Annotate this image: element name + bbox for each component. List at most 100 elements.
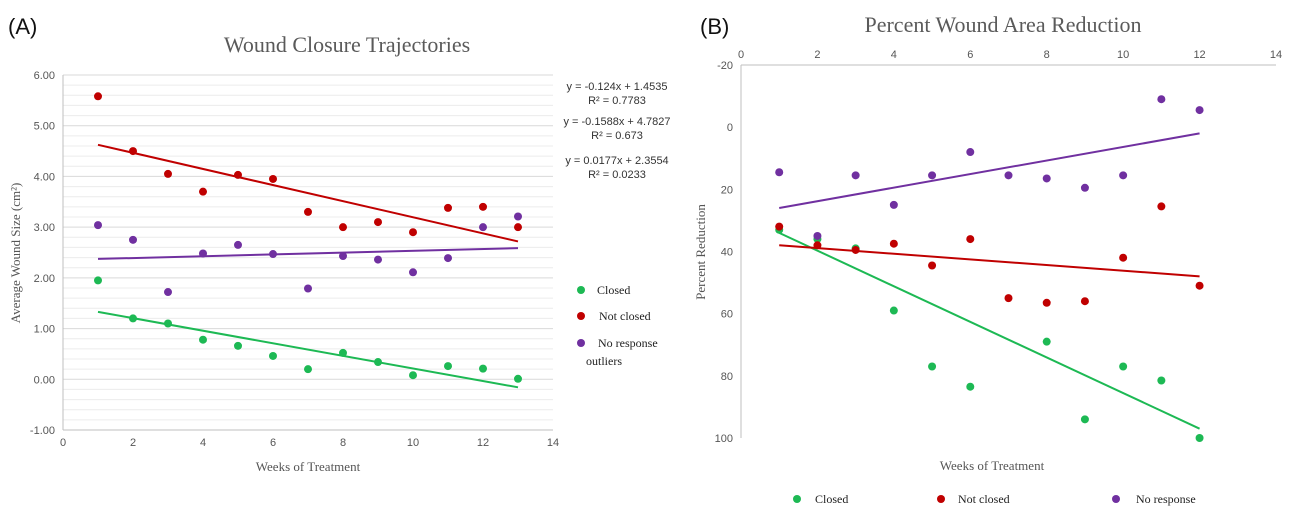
legend-a-notclosed-marker [577, 312, 585, 320]
equation-1: y = -0.124x + 1.4535 [567, 81, 668, 93]
point-closed [304, 365, 312, 374]
point-closed [164, 319, 172, 328]
point-no-response [775, 168, 784, 177]
chart-a-ylabel: Average Wound Size (cm²) [8, 183, 23, 324]
point-not-closed [304, 207, 312, 216]
point-not-closed [851, 245, 860, 254]
point-no-response [928, 171, 937, 180]
point-no-response [444, 254, 452, 263]
point-no-response [199, 249, 207, 258]
x-tick-label: 12 [477, 437, 489, 449]
point-not-closed [269, 174, 277, 183]
panel-label-b: (B) [700, 14, 729, 39]
point-no-response [1080, 183, 1089, 192]
trendline-not-closed [97, 143, 519, 243]
point-not-closed [374, 218, 382, 227]
point-no-response [813, 231, 822, 240]
x-tick-label: 8 [340, 437, 346, 449]
y-tick-label: 40 [721, 247, 733, 259]
point-not-closed [928, 261, 937, 270]
x-tick-label: 14 [1270, 49, 1282, 61]
point-not-closed [1157, 202, 1166, 211]
x-tick-label: 4 [200, 437, 206, 449]
legend-b-closed-label: Closed [815, 492, 848, 506]
chart-a-xlabel: Weeks of Treatment [256, 459, 361, 474]
trendline-no-response [779, 132, 1200, 209]
plot-b: 0 2 4 6 8 10 12 14 -20 0 20 40 60 80 100 [715, 49, 1282, 445]
point-closed [269, 351, 277, 360]
legend-a-noresponse-label: No response [598, 336, 658, 350]
x-tick-label: 12 [1193, 49, 1205, 61]
point-closed [1080, 415, 1089, 424]
x-tick-label: 10 [1117, 49, 1129, 61]
point-no-response [164, 288, 172, 297]
equation-3: y = 0.0177x + 2.3554 [565, 155, 668, 167]
point-closed [444, 362, 452, 371]
legend-a-noresponse-marker [577, 339, 585, 347]
point-no-response [304, 284, 312, 293]
point-closed [1119, 362, 1128, 371]
point-no-response [514, 212, 522, 221]
point-not-closed [1119, 253, 1128, 262]
y-tick-label: 0.00 [34, 374, 55, 386]
point-no-response [1195, 106, 1204, 115]
point-not-closed [339, 223, 347, 232]
point-closed [374, 358, 382, 367]
point-closed [199, 335, 207, 344]
plot-a: 0 2 4 6 8 10 12 14 -1.00 0.00 1.00 2.00 3.00 4.00 5.00… [30, 70, 559, 449]
point-closed [966, 382, 975, 391]
point-no-response [966, 148, 975, 157]
point-no-response [374, 255, 382, 264]
point-closed [479, 364, 487, 373]
point-not-closed [234, 170, 242, 179]
point-no-response [479, 223, 487, 232]
legend-a-outliers-note: outliers [586, 354, 622, 368]
point-not-closed [444, 203, 452, 212]
y-tick-label: 5.00 [34, 121, 55, 133]
panel-label-a: (A) [8, 14, 37, 39]
x-tick-label: 14 [547, 437, 559, 449]
y-tick-label: 20 [721, 184, 733, 196]
legend-b-notclosed-marker [937, 495, 945, 503]
point-closed [1042, 337, 1051, 346]
point-no-response [269, 250, 277, 259]
chart-b-title: Percent Wound Area Reduction [864, 12, 1141, 37]
r2-2: R² = 0.673 [591, 130, 643, 142]
point-closed [514, 374, 522, 383]
legend-b-noresponse-marker [1112, 495, 1120, 503]
x-tick-label: 2 [814, 49, 820, 61]
point-not-closed [199, 187, 207, 196]
point-not-closed [1004, 294, 1013, 303]
trendline-not-closed [779, 244, 1200, 278]
point-not-closed [94, 92, 102, 101]
y-tick-label: 1.00 [34, 324, 55, 336]
chart-b-ylabel: Percent Reduction [693, 204, 708, 300]
point-closed [129, 314, 137, 323]
point-no-response [1157, 95, 1166, 104]
point-no-response [129, 235, 137, 244]
point-not-closed [514, 223, 522, 232]
legend-a-notclosed-label: Not closed [599, 309, 651, 323]
legend-b-noresponse-label: No response [1136, 492, 1196, 506]
point-not-closed [479, 202, 487, 211]
y-tick-label: 0 [727, 122, 733, 134]
point-not-closed [775, 222, 784, 231]
chart-b-xlabel: Weeks of Treatment [940, 458, 1045, 473]
chart-a-title: Wound Closure Trajectories [224, 32, 470, 57]
point-closed [889, 306, 898, 315]
legend-a-closed-label: Closed [597, 283, 630, 297]
point-not-closed [164, 169, 172, 178]
point-closed [1195, 434, 1204, 442]
legend-a-closed-marker [577, 286, 585, 294]
r2-1: R² = 0.7783 [588, 95, 646, 107]
point-not-closed [966, 235, 975, 244]
point-not-closed [129, 147, 137, 156]
y-tick-label: 6.00 [34, 70, 55, 82]
point-not-closed [1195, 281, 1204, 290]
point-closed [339, 348, 347, 357]
trendline-no-response [97, 247, 519, 260]
point-closed [94, 276, 102, 285]
trendline-closed [97, 310, 519, 389]
legend-b-closed-marker [793, 495, 801, 503]
